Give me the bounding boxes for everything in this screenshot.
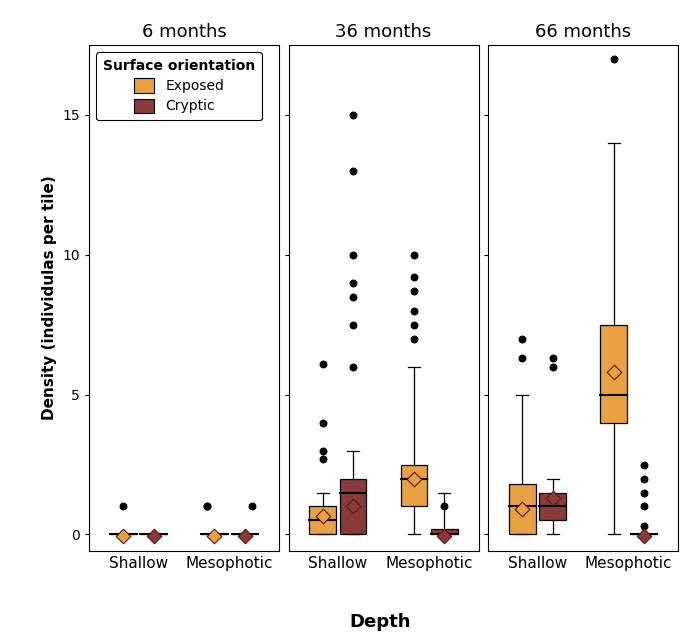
Bar [539, 492, 566, 520]
Point [439, 531, 450, 541]
Point [348, 319, 359, 329]
Point [247, 501, 258, 512]
Point [201, 501, 212, 512]
Point [317, 454, 328, 464]
Point [118, 531, 129, 541]
Point [348, 278, 359, 288]
Point [348, 292, 359, 302]
Point [517, 333, 528, 344]
Point [148, 531, 159, 541]
Point [517, 504, 528, 515]
Point [118, 501, 129, 512]
Point [408, 286, 419, 296]
Point [317, 359, 328, 369]
Bar [600, 324, 627, 422]
Title: 66 months: 66 months [535, 22, 631, 40]
Point [317, 445, 328, 456]
Point [317, 417, 328, 428]
Point [348, 249, 359, 260]
Point [547, 362, 558, 372]
Point [439, 501, 450, 512]
Point [638, 531, 649, 541]
Bar [401, 465, 427, 506]
Point [239, 531, 250, 541]
Bar [310, 506, 336, 535]
Title: 6 months: 6 months [142, 22, 227, 40]
Point [638, 474, 649, 484]
Point [348, 501, 359, 512]
Point [638, 501, 649, 512]
Point [408, 333, 419, 344]
Point [348, 110, 359, 120]
Point [201, 501, 212, 512]
Point [317, 511, 328, 521]
Point [638, 521, 649, 531]
Point [608, 54, 619, 64]
Point [209, 531, 220, 541]
Y-axis label: Density (individulas per tile): Density (individulas per tile) [42, 176, 57, 420]
Title: 36 months: 36 months [336, 22, 432, 40]
Point [408, 319, 419, 329]
Point [638, 487, 649, 497]
Legend: Exposed, Cryptic: Exposed, Cryptic [96, 52, 262, 121]
Text: Depth: Depth [349, 613, 411, 631]
Bar [509, 484, 536, 535]
Point [608, 367, 619, 378]
Bar [340, 479, 366, 535]
Point [547, 353, 558, 363]
Point [408, 272, 419, 282]
Point [348, 165, 359, 176]
Point [348, 362, 359, 372]
Point [408, 474, 419, 484]
Bar [431, 529, 458, 535]
Point [517, 353, 528, 363]
Point [638, 460, 649, 470]
Point [408, 306, 419, 316]
Point [547, 493, 558, 503]
Point [408, 249, 419, 260]
